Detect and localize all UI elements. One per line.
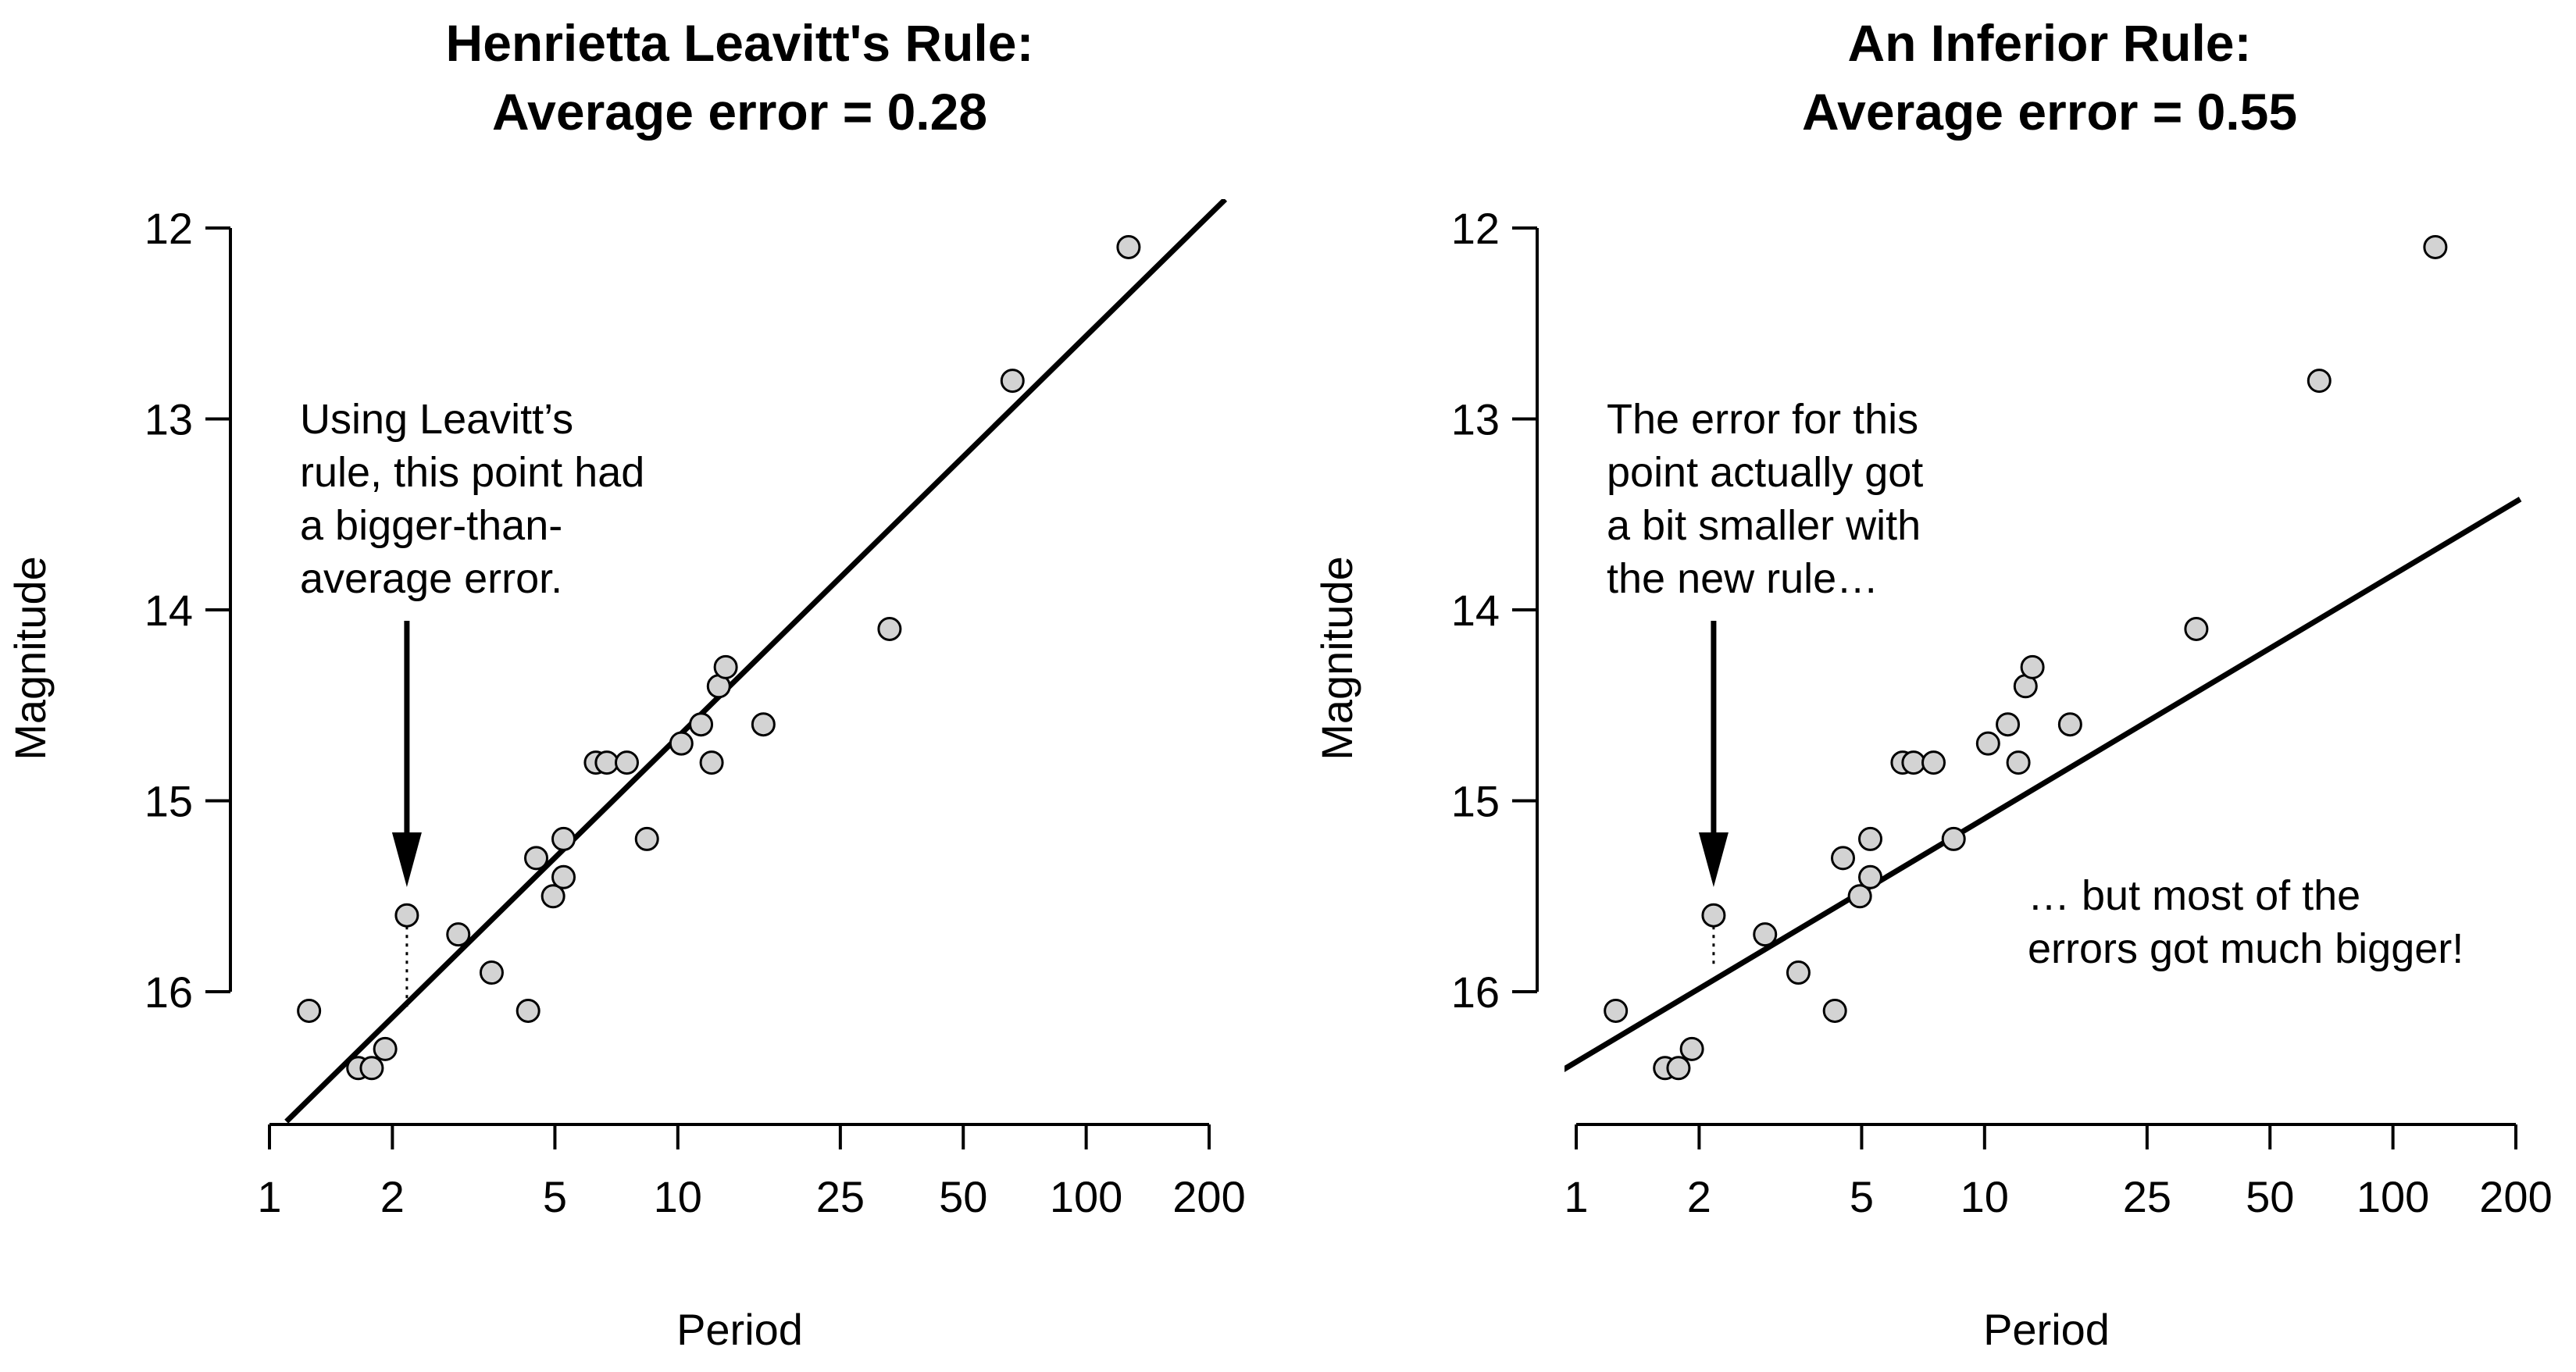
data-point	[2307, 369, 2332, 394]
annotation-text: a bit smaller with	[1607, 502, 1921, 549]
data-point	[614, 750, 639, 775]
data-point	[297, 998, 322, 1023]
data-point	[2423, 234, 2448, 259]
y-axis-label: Magnitude	[1312, 556, 1361, 761]
annotation-text: a bigger-than-	[300, 502, 562, 549]
y-tick-label: 15	[144, 777, 193, 826]
x-tick-label: 100	[1050, 1172, 1122, 1221]
annotation-text-2: … but most of the	[2028, 872, 2360, 919]
y-tick-label: 14	[144, 586, 193, 635]
data-point	[669, 731, 694, 756]
data-point	[516, 998, 541, 1023]
data-point	[1858, 864, 1883, 889]
data-point	[479, 960, 504, 985]
data-point	[373, 1036, 398, 1061]
data-point	[1786, 960, 1811, 985]
y-axis-label: Magnitude	[5, 556, 55, 761]
y-tick-label: 16	[144, 968, 193, 1017]
x-tick-label: 5	[1850, 1172, 1874, 1221]
annotation-text: rule, this point had	[300, 449, 644, 496]
x-tick-label: 200	[2479, 1172, 2552, 1221]
right-panel: An Inferior Rule:Average error = 0.55121…	[1312, 14, 2553, 1354]
x-tick-label: 25	[816, 1172, 865, 1221]
annotation-text: The error for this	[1607, 396, 1918, 443]
x-tick-label: 10	[654, 1172, 702, 1221]
x-axis-label: Period	[1983, 1305, 2110, 1354]
x-tick-label: 2	[380, 1172, 405, 1221]
data-point	[1975, 731, 2000, 756]
annotation-text: average error.	[300, 555, 562, 602]
x-tick-label: 200	[1172, 1172, 1245, 1221]
y-tick-label: 15	[1451, 777, 1500, 826]
y-tick-label: 13	[144, 395, 193, 444]
y-tick-label: 14	[1451, 586, 1500, 635]
annotation-text-2: errors got much bigger!	[2028, 925, 2464, 972]
fit-line	[284, 199, 1228, 1124]
annotation-arrowhead	[391, 832, 422, 887]
data-point	[751, 712, 776, 737]
annotation-arrowhead	[1698, 832, 1729, 887]
x-axis-label: Period	[676, 1305, 803, 1354]
data-point	[1753, 922, 1778, 947]
data-point	[524, 846, 549, 871]
data-point	[394, 903, 419, 928]
x-tick-label: 50	[2246, 1172, 2294, 1221]
chart-title-line: Average error = 0.55	[1802, 83, 2297, 141]
x-tick-label: 1	[1564, 1172, 1588, 1221]
data-point	[1996, 712, 2021, 737]
data-point	[1701, 903, 1726, 928]
data-point	[551, 864, 576, 889]
x-tick-label: 1	[257, 1172, 281, 1221]
data-point	[1921, 750, 1946, 775]
data-point	[1679, 1036, 1704, 1061]
data-point	[2057, 712, 2082, 737]
data-point	[1847, 884, 1872, 909]
chart-title-line: Henrietta Leavitt's Rule:	[446, 14, 1034, 72]
data-point	[634, 826, 659, 851]
data-point	[689, 712, 714, 737]
chart-title-line: An Inferior Rule:	[1847, 14, 2251, 72]
x-tick-label: 10	[1961, 1172, 2009, 1221]
left-panel: Henrietta Leavitt's Rule: Average error =…	[5, 14, 1246, 1354]
x-tick-label: 2	[1687, 1172, 1711, 1221]
annotation-text: Using Leavitt’s	[300, 396, 573, 443]
data-point	[713, 654, 738, 679]
data-point	[1822, 998, 1847, 1023]
data-point	[1901, 750, 1926, 775]
x-tick-label: 5	[543, 1172, 567, 1221]
y-tick-label: 13	[1451, 395, 1500, 444]
data-point	[594, 750, 619, 775]
data-point	[1116, 234, 1141, 259]
data-point	[359, 1056, 384, 1081]
data-point	[1604, 998, 1629, 1023]
annotation-text: the new rule…	[1607, 555, 1878, 602]
x-tick-label: 25	[2123, 1172, 2171, 1221]
data-point	[2184, 616, 2209, 641]
x-tick-label: 50	[939, 1172, 987, 1221]
data-point	[1831, 846, 1856, 871]
x-tick-label: 100	[2357, 1172, 2429, 1221]
data-point	[1941, 826, 1966, 851]
data-point	[541, 884, 566, 909]
y-tick-label: 12	[144, 204, 193, 253]
data-point	[446, 922, 471, 947]
data-point	[1000, 369, 1025, 394]
data-point	[1666, 1056, 1691, 1081]
data-point	[1858, 826, 1883, 851]
annotation-text: point actually got	[1607, 449, 1923, 496]
data-point	[877, 616, 902, 641]
data-point	[699, 750, 724, 775]
y-tick-label: 16	[1451, 968, 1500, 1017]
fit-line	[1565, 497, 2522, 1072]
chart-title-line: Average error = 0.28	[492, 83, 987, 141]
data-point	[2020, 654, 2045, 679]
data-point	[551, 826, 576, 851]
y-tick-label: 12	[1451, 204, 1500, 253]
data-point	[2006, 750, 2031, 775]
